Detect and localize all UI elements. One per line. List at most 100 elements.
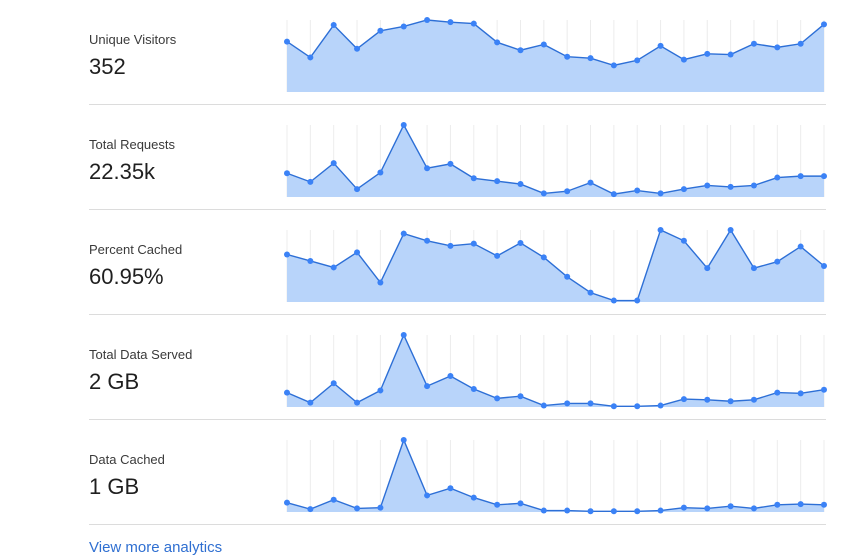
- data-point[interactable]: [680, 237, 687, 244]
- data-point[interactable]: [587, 55, 594, 62]
- data-point[interactable]: [634, 57, 641, 64]
- data-point[interactable]: [284, 170, 290, 177]
- data-point[interactable]: [610, 62, 617, 69]
- data-point[interactable]: [540, 402, 547, 409]
- data-point[interactable]: [400, 230, 407, 237]
- data-point[interactable]: [680, 396, 687, 403]
- data-point[interactable]: [517, 181, 524, 188]
- data-point[interactable]: [494, 395, 501, 402]
- data-point[interactable]: [307, 506, 314, 513]
- data-point[interactable]: [354, 249, 361, 256]
- data-point[interactable]: [587, 179, 594, 186]
- data-point[interactable]: [494, 501, 501, 508]
- data-point[interactable]: [330, 380, 337, 387]
- data-point[interactable]: [540, 507, 547, 514]
- data-point[interactable]: [750, 265, 757, 272]
- data-point[interactable]: [610, 297, 617, 304]
- data-point[interactable]: [517, 500, 524, 507]
- data-point[interactable]: [470, 175, 477, 182]
- data-point[interactable]: [657, 227, 664, 233]
- data-point[interactable]: [424, 165, 431, 172]
- data-point[interactable]: [750, 40, 757, 47]
- data-point[interactable]: [797, 390, 804, 397]
- data-point[interactable]: [704, 50, 711, 57]
- data-point[interactable]: [470, 386, 477, 392]
- data-point[interactable]: [750, 396, 757, 403]
- data-point[interactable]: [564, 400, 571, 407]
- data-point[interactable]: [307, 178, 314, 185]
- data-point[interactable]: [610, 508, 617, 515]
- data-point[interactable]: [470, 494, 477, 501]
- data-point[interactable]: [540, 190, 547, 197]
- data-point[interactable]: [564, 53, 571, 60]
- data-point[interactable]: [774, 389, 781, 396]
- data-point[interactable]: [330, 22, 337, 29]
- data-point[interactable]: [610, 191, 617, 198]
- data-point[interactable]: [727, 183, 734, 190]
- data-point[interactable]: [424, 492, 431, 499]
- data-point[interactable]: [657, 507, 664, 514]
- data-point[interactable]: [354, 505, 361, 512]
- data-point[interactable]: [284, 38, 290, 45]
- data-point[interactable]: [447, 19, 454, 26]
- data-point[interactable]: [657, 402, 664, 409]
- data-point[interactable]: [634, 508, 641, 515]
- data-point[interactable]: [821, 386, 827, 393]
- data-point[interactable]: [284, 251, 290, 258]
- data-point[interactable]: [354, 45, 361, 52]
- data-point[interactable]: [797, 243, 804, 250]
- data-point[interactable]: [377, 504, 384, 511]
- data-point[interactable]: [470, 240, 477, 247]
- data-point[interactable]: [564, 273, 571, 280]
- data-point[interactable]: [727, 398, 734, 405]
- data-point[interactable]: [284, 389, 290, 396]
- data-point[interactable]: [424, 237, 431, 244]
- data-point[interactable]: [400, 122, 407, 128]
- data-point[interactable]: [750, 505, 757, 512]
- data-point[interactable]: [307, 54, 314, 61]
- data-point[interactable]: [704, 182, 711, 189]
- data-point[interactable]: [634, 403, 641, 410]
- data-point[interactable]: [774, 174, 781, 181]
- data-point[interactable]: [540, 41, 547, 48]
- data-point[interactable]: [377, 27, 384, 34]
- data-point[interactable]: [797, 173, 804, 180]
- data-point[interactable]: [377, 387, 384, 394]
- data-point[interactable]: [447, 373, 454, 380]
- data-point[interactable]: [821, 21, 827, 28]
- data-point[interactable]: [400, 332, 407, 338]
- data-point[interactable]: [517, 239, 524, 246]
- data-point[interactable]: [680, 504, 687, 511]
- data-point[interactable]: [447, 485, 454, 492]
- data-point[interactable]: [657, 42, 664, 49]
- data-point[interactable]: [564, 507, 571, 514]
- data-point[interactable]: [750, 182, 757, 189]
- data-point[interactable]: [727, 227, 734, 233]
- data-point[interactable]: [307, 257, 314, 264]
- data-point[interactable]: [774, 44, 781, 51]
- data-point[interactable]: [330, 160, 337, 167]
- data-point[interactable]: [657, 190, 664, 197]
- data-point[interactable]: [354, 186, 361, 193]
- data-point[interactable]: [400, 23, 407, 30]
- data-point[interactable]: [354, 399, 361, 406]
- data-point[interactable]: [330, 264, 337, 271]
- data-point[interactable]: [400, 437, 407, 443]
- data-point[interactable]: [540, 254, 547, 261]
- data-point[interactable]: [447, 160, 454, 167]
- data-point[interactable]: [470, 20, 477, 27]
- data-point[interactable]: [494, 178, 501, 185]
- data-point[interactable]: [307, 399, 314, 406]
- data-point[interactable]: [587, 508, 594, 515]
- data-point[interactable]: [680, 56, 687, 63]
- data-point[interactable]: [377, 169, 384, 176]
- data-point[interactable]: [821, 173, 827, 180]
- data-point[interactable]: [704, 265, 711, 272]
- data-point[interactable]: [797, 501, 804, 508]
- data-point[interactable]: [284, 499, 290, 506]
- data-point[interactable]: [634, 187, 641, 194]
- data-point[interactable]: [517, 47, 524, 54]
- data-point[interactable]: [610, 403, 617, 410]
- data-point[interactable]: [727, 51, 734, 58]
- data-point[interactable]: [774, 501, 781, 508]
